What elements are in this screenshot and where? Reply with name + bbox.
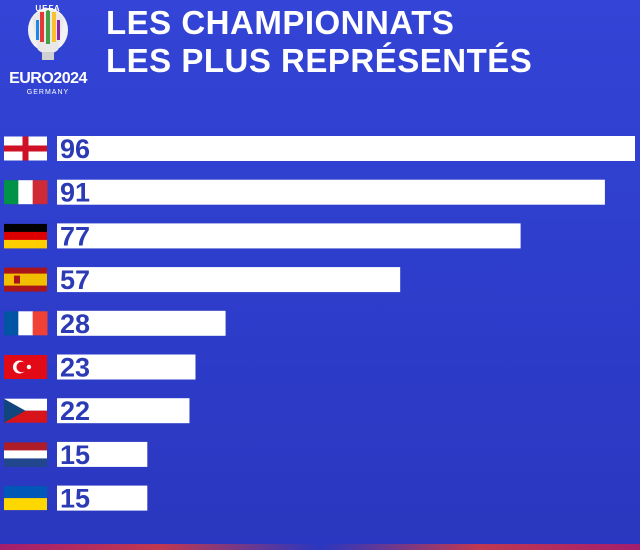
- bar-value-label: 15: [60, 440, 90, 470]
- bar: [57, 267, 401, 293]
- trophy-icon: [28, 8, 68, 60]
- bottom-stripe: [0, 544, 640, 550]
- logo-euro-text: EURO2024: [9, 70, 87, 87]
- ukraine-flag: [4, 486, 47, 511]
- bar-value-label: 23: [60, 353, 90, 383]
- logo-uefa-text: UEFA: [35, 4, 61, 13]
- bar: [57, 485, 148, 511]
- bar: [57, 310, 226, 336]
- italy-flag: [4, 180, 48, 205]
- turkey-flag: [4, 355, 47, 379]
- spain-flag: [4, 267, 47, 292]
- england-flag: [4, 136, 47, 161]
- chart-title: LES CHAMPIONNATS LES PLUS REPRÉSENTÉS: [106, 4, 532, 80]
- bar: [57, 179, 605, 205]
- germany-flag: [4, 223, 47, 249]
- logo-host-text: GERMANY: [26, 89, 70, 96]
- czechia-flag: [4, 398, 47, 423]
- bar: [57, 398, 190, 424]
- france-flag: [4, 311, 48, 336]
- bar-value-label: 91: [60, 178, 90, 208]
- bar: [57, 441, 148, 467]
- bar-value-label: 22: [60, 396, 90, 426]
- chart-title-line1: LES CHAMPIONNATS: [106, 4, 455, 41]
- bar-value-label: 28: [60, 309, 90, 339]
- bar-value-label: 96: [60, 134, 90, 164]
- bar: [57, 354, 196, 380]
- bar-value-label: 77: [60, 221, 90, 251]
- bar-value-label: 57: [60, 265, 90, 295]
- bar: [57, 136, 635, 161]
- netherlands-flag: [4, 442, 47, 467]
- euro2024-logo: UEFA EURO2024 GERMANY: [0, 0, 100, 100]
- chart-title-line2: LES PLUS REPRÉSENTÉS: [106, 42, 533, 79]
- bar-value-label: 15: [60, 484, 90, 514]
- bar: [57, 223, 521, 249]
